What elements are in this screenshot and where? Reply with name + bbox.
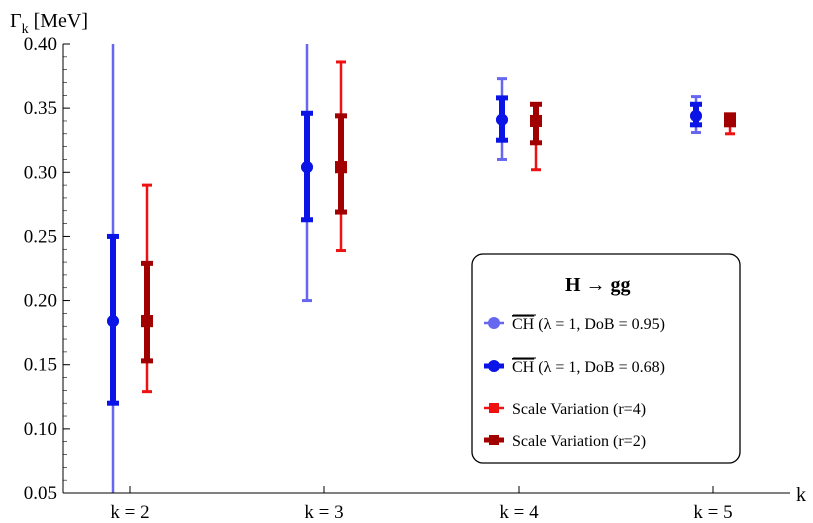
- legend-swatch-marker-ch68: [488, 360, 500, 372]
- data-point-sv2: [724, 112, 736, 125]
- y-tick-label: 0.15: [24, 355, 57, 376]
- data-marks: [107, 44, 736, 493]
- legend-label-overline: CH: [512, 316, 535, 333]
- legend-label-text: (λ = 1, DoB = 0.68): [534, 359, 665, 376]
- y-axis-label-unit: [MeV]: [29, 10, 88, 32]
- y-tick-label: 0.05: [24, 483, 57, 504]
- legend-label-text: Scale Variation (r=2): [512, 433, 646, 450]
- y-axis-ticks: 0.05 0.10 0.15 0.20 0.25 0.30 0.35 0.40: [24, 34, 70, 504]
- data-point-sv2: [141, 315, 153, 328]
- y-tick-label: 0.30: [24, 162, 57, 183]
- data-point-ch68: [690, 109, 702, 122]
- legend-label-text: (λ = 1, DoB = 0.95): [534, 316, 665, 333]
- legend-swatch-marker-sv4: [489, 403, 499, 413]
- legend-swatch-marker-sv2: [489, 435, 499, 445]
- legend-label-ch95: CH (λ = 1, DoB = 0.95): [512, 316, 665, 333]
- data-point-ch68: [496, 113, 508, 126]
- legend: H → gg CH (λ = 1, DoB = 0.95)CH (λ = 1, …: [471, 253, 741, 464]
- legend-label-text: Scale Variation (r=4): [512, 401, 646, 418]
- data-point-ch68: [107, 315, 119, 328]
- legend-box: [471, 253, 741, 464]
- legend-label-sv2: Scale Variation (r=2): [512, 433, 646, 450]
- y-axis-label: Γk [MeV]: [10, 10, 88, 37]
- y-tick-label: 0.40: [24, 34, 57, 55]
- legend-label-sv4: Scale Variation (r=4): [512, 401, 646, 418]
- y-tick-label: 0.35: [24, 98, 57, 119]
- y-axis-label-subscript: k: [22, 22, 29, 37]
- x-axis-label: k: [796, 484, 806, 506]
- data-point-ch68: [301, 161, 313, 174]
- legend-title: H → gg: [565, 274, 631, 296]
- legend-label-overline: CH: [512, 359, 535, 376]
- x-tick-label: k = 3: [304, 502, 343, 523]
- data-point-sv2: [530, 114, 542, 127]
- data-point-sv2: [335, 161, 347, 174]
- x-tick-label: k = 2: [110, 502, 149, 523]
- y-tick-label: 0.20: [24, 291, 57, 312]
- y-tick-label: 0.25: [24, 226, 57, 247]
- x-axis-ticks: k = 2 k = 3 k = 4 k = 5: [110, 486, 733, 523]
- x-tick-label: k = 5: [693, 502, 732, 523]
- legend-entries: CH (λ = 1, DoB = 0.95)CH (λ = 1, DoB = 0…: [484, 314, 665, 450]
- x-tick-label: k = 4: [499, 502, 539, 523]
- y-tick-label: 0.10: [24, 419, 57, 440]
- legend-label-ch68: CH (λ = 1, DoB = 0.68): [512, 359, 665, 376]
- legend-swatch-marker-ch95: [488, 317, 500, 329]
